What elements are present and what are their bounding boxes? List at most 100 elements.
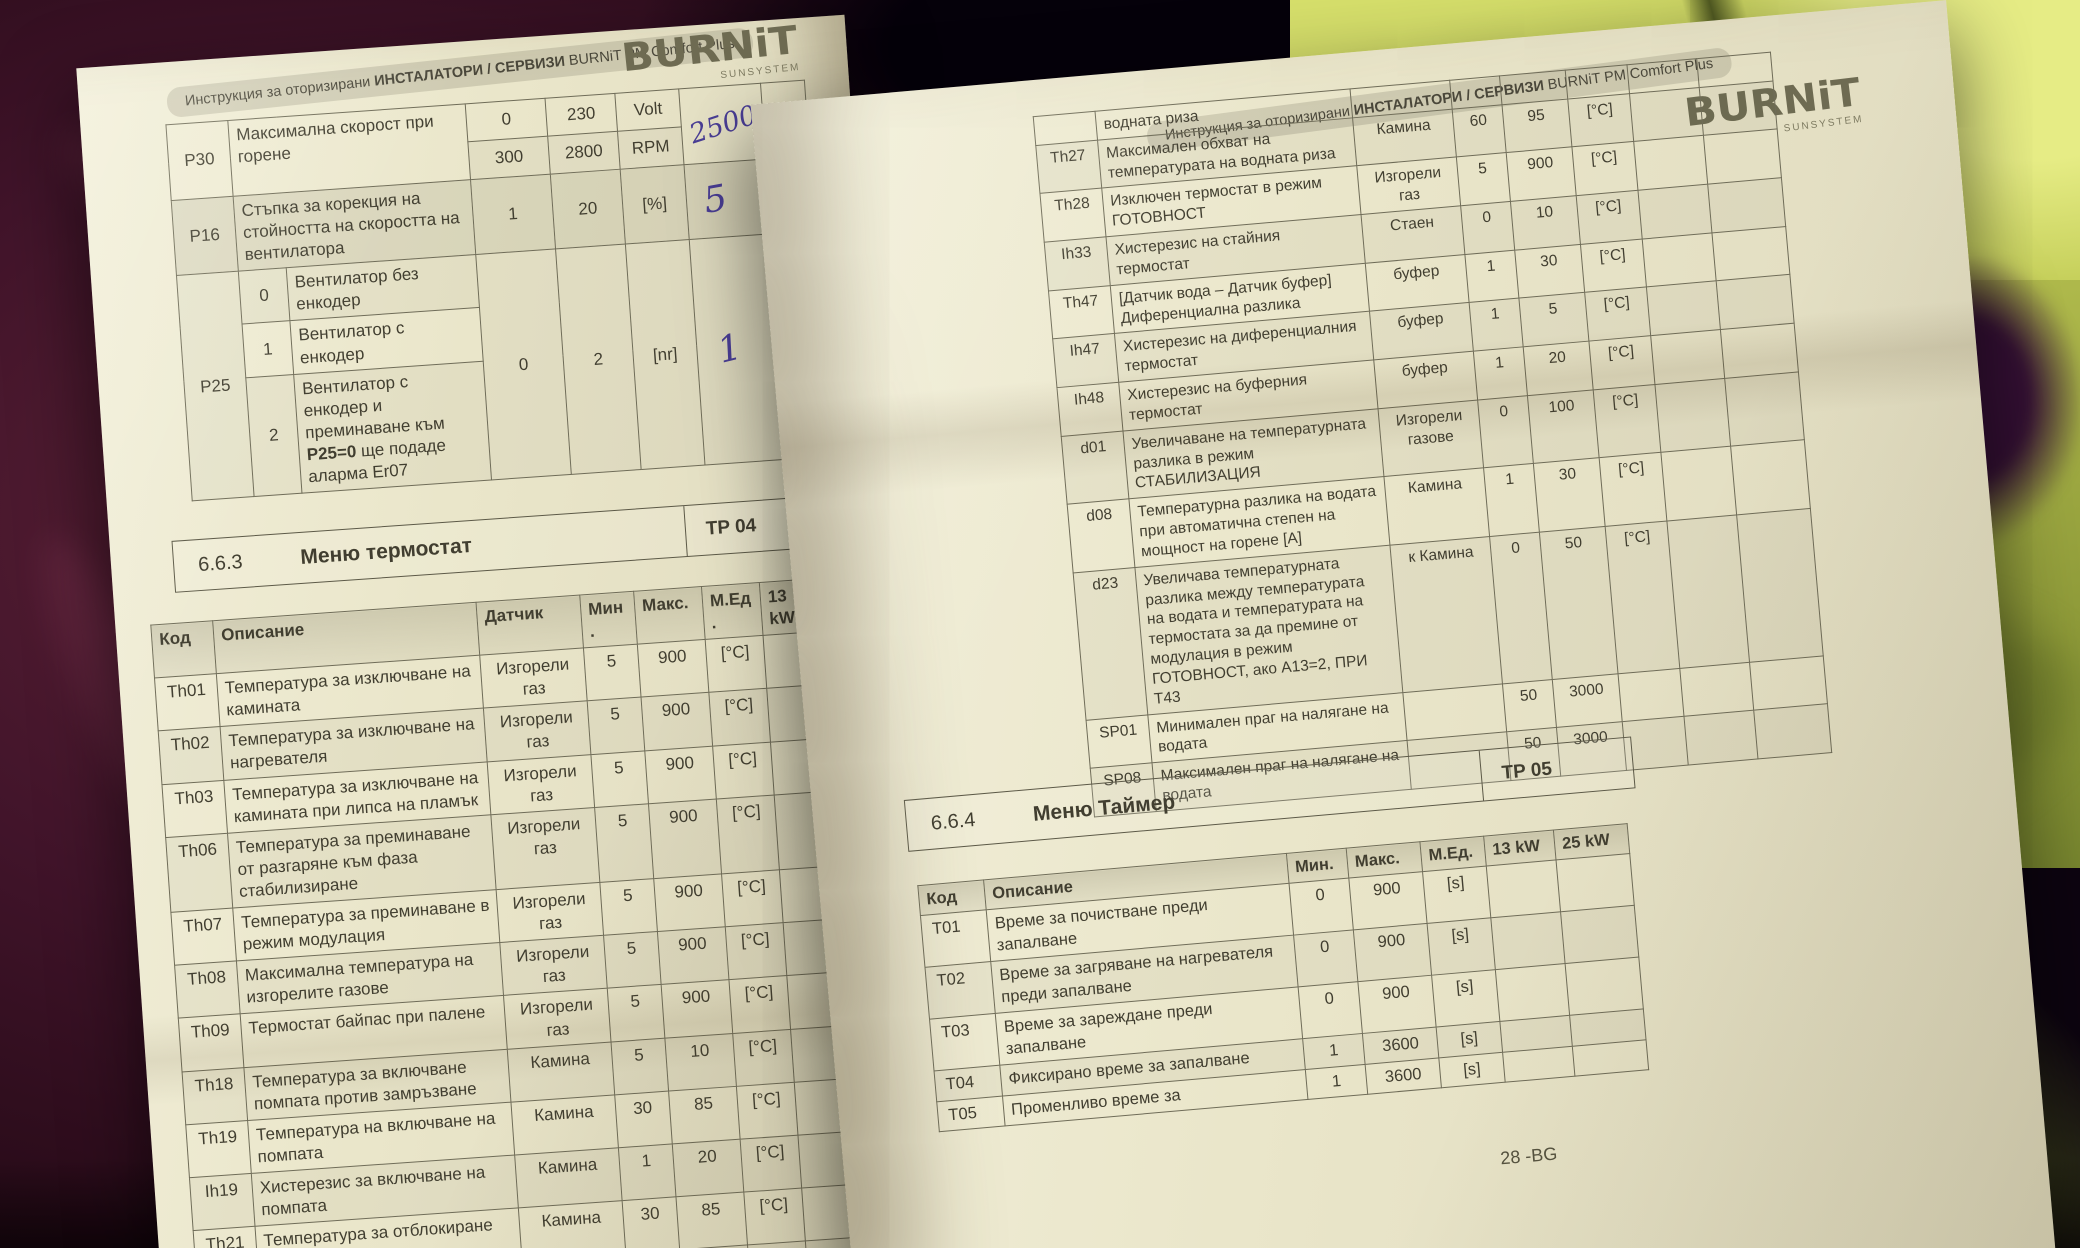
table-cell bbox=[1707, 177, 1786, 233]
table-cell: 0 bbox=[1460, 201, 1515, 255]
table-cell: 0 bbox=[1289, 878, 1354, 936]
param-option-desc: Вентилатор с енкодер и преминаване към P… bbox=[293, 360, 492, 494]
table-cell: 50 bbox=[1502, 679, 1557, 732]
table-cell bbox=[1495, 963, 1570, 1022]
section-bar-thermostat: 6.6.3 Меню термостат TP 04 bbox=[171, 494, 840, 593]
table-cell: [s] bbox=[1438, 1051, 1506, 1088]
table-cell bbox=[1683, 710, 1758, 765]
burnit-logo: BURNiT SUNSYSTEM bbox=[619, 17, 801, 91]
table-cell bbox=[1749, 655, 1828, 711]
table-cell: [°C] bbox=[1571, 141, 1638, 196]
param-min: 0 bbox=[465, 98, 548, 142]
table-cell: T03 bbox=[929, 1013, 1000, 1072]
table-cell: Изгорели газове bbox=[1377, 399, 1484, 477]
table-cell: 1 bbox=[618, 1143, 676, 1201]
table-cell: Th02 bbox=[158, 726, 224, 785]
table-cell: 1 bbox=[1483, 463, 1540, 537]
table-cell bbox=[1556, 853, 1635, 913]
table-cell: 3600 bbox=[1365, 1057, 1442, 1095]
table-cell: 0 bbox=[1293, 930, 1358, 988]
section-tag: TP 05 bbox=[1478, 737, 1635, 801]
table-cell: Камина bbox=[1383, 468, 1490, 545]
table-cell: T01 bbox=[920, 910, 991, 968]
table-cell: Th03 bbox=[161, 779, 228, 838]
table-cell: 900 bbox=[653, 873, 726, 932]
table-cell: Th47 bbox=[1048, 285, 1115, 340]
param-unit: Volt bbox=[614, 88, 682, 132]
table-cell: [°C] bbox=[708, 688, 771, 746]
table-cell: 5 bbox=[583, 644, 642, 702]
table-cell: 5 bbox=[610, 1037, 669, 1095]
table-cell: Увеличава температурната разлика между т… bbox=[1134, 544, 1403, 715]
table-cell: [°C] bbox=[743, 1188, 806, 1246]
table-cell bbox=[1730, 439, 1811, 515]
table-cell bbox=[1679, 661, 1754, 717]
table-cell: 10 bbox=[664, 1033, 737, 1091]
column-header: Мин. bbox=[579, 591, 638, 649]
param-max: 230 bbox=[545, 93, 618, 137]
table-cell: 900 bbox=[644, 745, 717, 804]
table-cell: 5 bbox=[590, 750, 649, 808]
table-cell: Изгорели газ bbox=[1356, 157, 1461, 215]
table-cell bbox=[1654, 378, 1731, 453]
table-cell: буфер bbox=[1369, 302, 1474, 361]
table-cell: 900 bbox=[661, 980, 733, 1038]
column-header: Датчик bbox=[476, 595, 584, 656]
option-desc-text: Вентилатор с енкодер и преминаване към bbox=[301, 371, 446, 443]
table-cell: 0 bbox=[1477, 395, 1534, 469]
table-cell: 5 bbox=[607, 984, 665, 1042]
section-title: Меню Таймер bbox=[1032, 790, 1177, 826]
table-cell: 85 bbox=[675, 1192, 748, 1248]
right-page: Инструкция за оторизирани ИНСТАЛАТОРИ / … bbox=[750, 0, 2060, 1248]
table-cell: Изгорели газ bbox=[503, 988, 611, 1049]
table-cell: Изгорели газ bbox=[490, 807, 600, 890]
table-cell bbox=[1402, 683, 1507, 741]
table-cell bbox=[1629, 87, 1704, 142]
table-cell: Изгорели газ bbox=[496, 882, 604, 943]
table-cell bbox=[1666, 514, 1750, 668]
table-cell bbox=[1637, 184, 1712, 239]
param-min: 300 bbox=[467, 136, 551, 180]
table-cell bbox=[1449, 75, 1502, 109]
table-cell bbox=[1565, 957, 1644, 1016]
param-max: 2800 bbox=[547, 131, 621, 175]
table-cell bbox=[1572, 1039, 1649, 1077]
table-cell: 900 bbox=[1506, 147, 1577, 202]
table-cell: Камина bbox=[510, 1094, 619, 1155]
param-option-value: 2 bbox=[245, 374, 302, 497]
param-unit: [%] bbox=[620, 164, 690, 245]
header-instruction: Инструкция за оторизирани bbox=[184, 73, 376, 110]
table-cell bbox=[1724, 371, 1805, 447]
table-cell: Изгорели газ bbox=[487, 754, 595, 815]
table-cell bbox=[1650, 329, 1725, 385]
column-header: Макс. bbox=[633, 586, 706, 645]
table-cell: Изгорели газ bbox=[483, 701, 591, 762]
table-cell: [s] bbox=[1427, 918, 1496, 976]
table-cell: Изгорели газ bbox=[479, 648, 588, 709]
table-cell: 0 bbox=[1298, 981, 1363, 1039]
table-cell: Камина bbox=[507, 1041, 615, 1102]
table-cell: 5 bbox=[587, 697, 645, 755]
table-cell: Стаен bbox=[1361, 205, 1465, 264]
table-cell: Ih47 bbox=[1052, 333, 1119, 388]
table-body: водната риза Th27 Максимален обхват на тем… bbox=[1033, 52, 1832, 817]
option-desc-bold: P25=0 bbox=[306, 441, 357, 465]
table-cell: Камина bbox=[1352, 108, 1457, 167]
table-cell: буфер bbox=[1373, 351, 1478, 409]
table-cell: 900 bbox=[637, 639, 709, 698]
table-cell bbox=[1660, 446, 1737, 521]
table-cell: Th19 bbox=[185, 1120, 252, 1178]
table-cell: Th18 bbox=[182, 1067, 248, 1125]
table-cell: d08 bbox=[1067, 499, 1135, 573]
table-cell: [°C] bbox=[716, 794, 780, 874]
handwritten-value: 1 bbox=[713, 326, 746, 372]
table-cell: 5 bbox=[603, 931, 662, 989]
column-header: М.Ед. bbox=[701, 582, 764, 640]
page-number: 28 -BG bbox=[1499, 1143, 1559, 1169]
table-cell: 1 bbox=[1469, 298, 1524, 352]
table-cell: [°C] bbox=[1599, 452, 1667, 527]
table-cell: T05 bbox=[936, 1095, 1006, 1132]
table-cell: [°C] bbox=[1584, 287, 1651, 342]
table-cell bbox=[1486, 860, 1561, 919]
